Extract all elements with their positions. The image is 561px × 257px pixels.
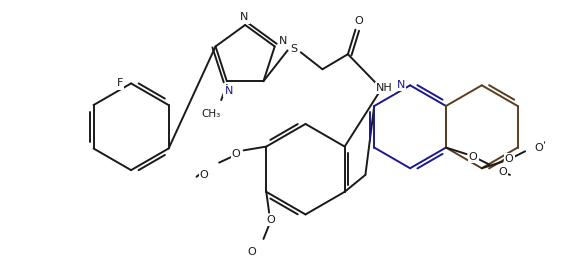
Text: NH: NH	[376, 83, 393, 93]
Text: O: O	[266, 215, 275, 225]
Text: O: O	[469, 152, 477, 162]
Text: O: O	[498, 167, 507, 177]
Text: O: O	[232, 149, 241, 159]
Text: N: N	[224, 86, 233, 96]
Text: N: N	[240, 12, 249, 22]
Text: O: O	[200, 170, 209, 180]
Text: O: O	[505, 154, 513, 164]
Text: O: O	[355, 16, 364, 26]
Text: O: O	[534, 143, 542, 152]
Text: N: N	[397, 80, 405, 90]
Text: S: S	[291, 44, 298, 54]
Text: CH₃: CH₃	[201, 109, 220, 119]
Text: O: O	[248, 247, 256, 257]
Text: F: F	[117, 78, 123, 88]
Text: N: N	[279, 36, 287, 46]
